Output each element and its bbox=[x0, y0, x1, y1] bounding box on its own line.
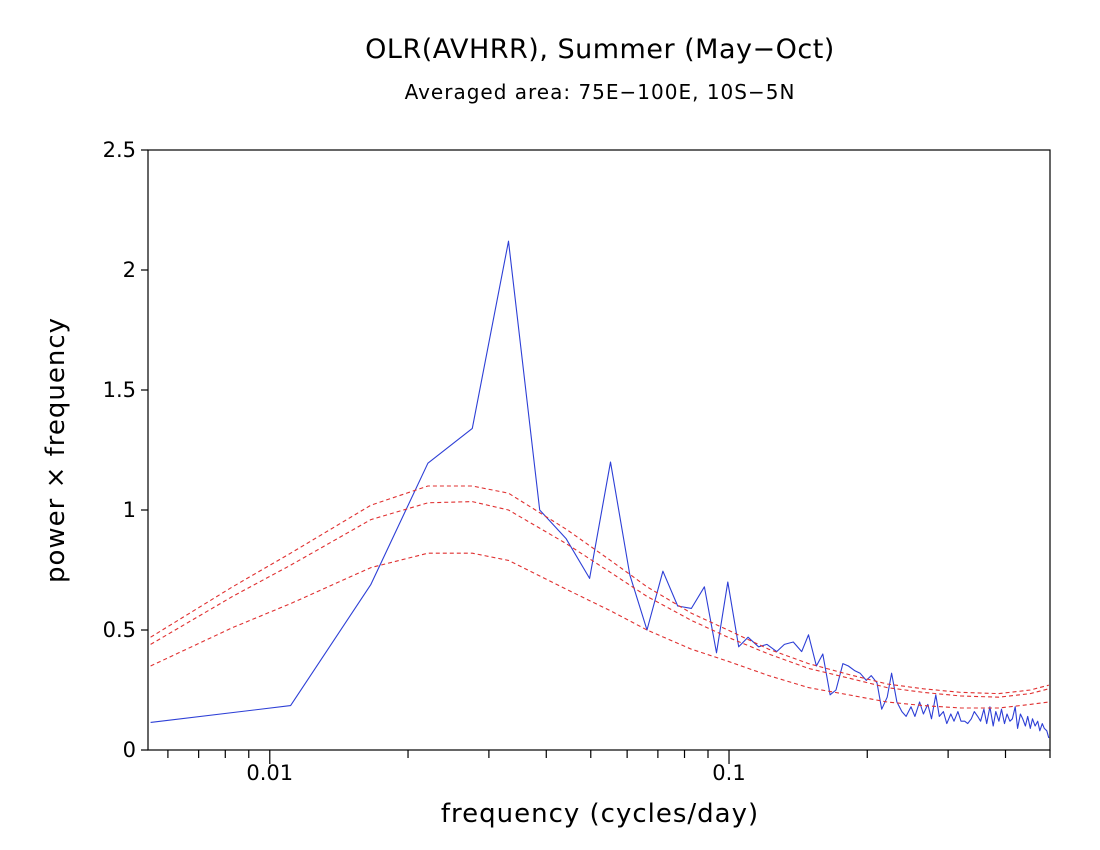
blue-spectrum-series-line bbox=[150, 240, 1050, 739]
x-tick-label: 0.01 bbox=[246, 761, 293, 785]
y-tick-label: 2 bbox=[123, 258, 136, 282]
axis-layer: 0 0.5 1 1.5 2 2.5 0.01 0.1 bbox=[103, 138, 1051, 785]
red-dashed-series-line bbox=[150, 552, 1049, 709]
y-tick-label: 1 bbox=[123, 498, 136, 522]
x-axis-label: frequency (cycles/day) bbox=[441, 799, 759, 829]
red-dashed-series-line bbox=[150, 485, 1049, 695]
chart-subtitle: Averaged area: 75E−100E, 10S−5N bbox=[404, 80, 796, 104]
series-layer bbox=[150, 240, 1050, 739]
y-tick-label: 0.5 bbox=[103, 618, 136, 642]
y-tick-label: 0 bbox=[123, 738, 136, 762]
y-tick-label: 1.5 bbox=[103, 378, 136, 402]
y-axis-label: power × frequency bbox=[41, 317, 71, 583]
x-tick-label: 0.1 bbox=[712, 761, 745, 785]
y-tick-label: 2.5 bbox=[103, 138, 136, 162]
chart-title: OLR(AVHRR), Summer (May−Oct) bbox=[365, 34, 835, 65]
plot-frame bbox=[147, 149, 1051, 751]
red-dashed-series-line bbox=[150, 501, 1049, 698]
